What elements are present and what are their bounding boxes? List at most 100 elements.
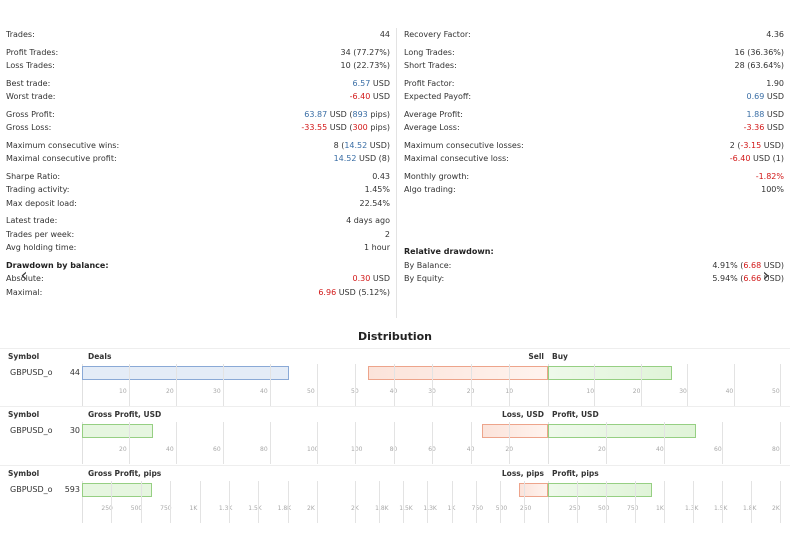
right-chart-gridline xyxy=(722,422,723,464)
symbol-count: 44 xyxy=(69,368,80,377)
stat-value-part: 2 ( xyxy=(729,140,741,150)
stat-value-number: -3.36 xyxy=(743,123,765,132)
stat-label: By Equity: xyxy=(404,274,445,283)
stat-value-part: USD) xyxy=(367,140,390,150)
stat-value: 6.96 USD (5.12%) xyxy=(318,286,390,300)
left-chart-gridline xyxy=(258,481,260,523)
right-chart-negative-tick-label: 750 xyxy=(471,505,484,512)
right-chart-gridline xyxy=(470,422,472,464)
stat-value-part: USD) xyxy=(761,274,784,283)
distribution-title: Distribution xyxy=(357,330,433,343)
stat-row: Latest trade: 4 days ago xyxy=(6,214,390,228)
right-chart-negative-tick-label: 2K xyxy=(351,505,359,512)
stat-value: 2 (-3.15 USD) xyxy=(730,139,784,153)
stat-value-part: -3.15 xyxy=(740,140,762,150)
stat-value-unit: USD xyxy=(370,78,390,88)
right-chart-negative-header: Loss, pips xyxy=(501,469,544,478)
right-chart-positive-tick-label: 500 xyxy=(598,505,610,512)
stat-label: Drawdown by balance: xyxy=(6,260,109,270)
left-chart-tick-label: 2K xyxy=(307,505,315,512)
stat-value: 10 (22.73%) xyxy=(341,59,390,73)
stat-value-number: 22.54% xyxy=(359,198,390,208)
stat-value: 63.87 USD (893 pips) xyxy=(304,108,390,122)
stat-value-part: USD ( xyxy=(327,109,353,119)
right-chart-negative-bar xyxy=(519,483,548,497)
stat-row: Sharpe Ratio: 0.43 xyxy=(6,170,390,184)
stat-row: Average Loss: -3.36 USD xyxy=(404,121,784,135)
stat-value: 5.94% (6.66 USD) xyxy=(712,272,784,286)
stat-value-part: 8 ( xyxy=(333,140,345,150)
right-chart-gridline xyxy=(751,481,752,523)
stat-row: Trades: 44 xyxy=(6,28,390,42)
right-chart-gridline xyxy=(427,481,429,523)
right-chart-negative-tick-label: 500 xyxy=(495,505,508,512)
left-chart-gridline xyxy=(170,481,172,523)
right-chart-gridline xyxy=(393,422,395,464)
left-chart-gridline xyxy=(317,364,318,406)
left-chart-tick-label: 1K xyxy=(189,505,198,512)
left-chart-bar xyxy=(82,483,152,497)
right-chart-negative-tick-label: 60 xyxy=(428,446,436,453)
stat-value: 4.36 xyxy=(766,28,784,42)
stat-row: Recovery Factor: 4.36 xyxy=(404,28,784,42)
stat-label: Monthly growth: xyxy=(404,171,470,181)
chevron-right-icon[interactable]: › xyxy=(762,265,770,286)
stat-value: 28 (63.64%) xyxy=(735,59,784,73)
right-chart-gridline xyxy=(470,364,472,406)
right-chart-positive-bar xyxy=(548,483,652,497)
stat-label: Algo trading: xyxy=(404,185,456,194)
stat-value-number: 28 (63.64%) xyxy=(734,61,784,70)
left-chart-gridline xyxy=(223,422,224,464)
right-chart-gridline xyxy=(379,481,381,523)
stat-value-number: 0.30 xyxy=(352,274,371,283)
stat-value-part: 300 xyxy=(352,123,368,132)
stat-label: By Balance: xyxy=(404,260,452,270)
symbol-header: Symbol xyxy=(8,469,40,478)
stat-value-number: 0.43 xyxy=(372,171,390,181)
right-chart-positive-tick-label: 250 xyxy=(569,505,581,512)
right-chart-gridline xyxy=(393,364,395,406)
stat-row: Maximal consecutive profit: 14.52 USD (8) xyxy=(6,152,390,166)
left-chart-tick-label: 20 xyxy=(166,388,174,395)
right-chart-gridline xyxy=(509,364,511,406)
right-chart-gridline xyxy=(606,481,607,523)
right-chart-negative-tick-label: 40 xyxy=(390,388,398,395)
stat-value: 6.57 USD xyxy=(353,77,390,91)
stat-value-part: USD (5.12%) xyxy=(336,287,390,297)
stat-value: 16 (36.36%) xyxy=(735,46,784,60)
left-chart-tick-label: 50 xyxy=(307,388,315,395)
left-chart-tick-label: 10 xyxy=(119,388,127,395)
stat-value-number: 44 xyxy=(379,30,390,39)
stat-value-unit: USD xyxy=(370,274,390,283)
symbol-header: Symbol xyxy=(8,352,40,361)
left-chart-gridline xyxy=(223,364,224,406)
right-chart-gridline xyxy=(509,422,511,464)
right-chart-negative-header: Sell xyxy=(528,352,544,361)
right-chart-gridline xyxy=(687,364,689,406)
left-chart-gridline xyxy=(270,364,271,406)
stat-row: Average Profit: 1.88 USD xyxy=(404,108,784,122)
stat-row: Gross Loss: -33.55 USD (300 pips) xyxy=(6,121,390,135)
stat-value-number: 34 (77.27%) xyxy=(340,47,390,57)
stat-value-number: 4 days ago xyxy=(346,216,390,225)
right-chart-positive-header: Buy xyxy=(552,352,568,361)
right-chart-gridline xyxy=(664,481,665,523)
right-chart-gridline xyxy=(594,364,596,406)
chevron-left-icon[interactable]: ‹ xyxy=(20,265,28,286)
stat-label: Best trade: xyxy=(6,78,51,88)
stat-value-unit: USD xyxy=(764,109,784,119)
left-chart-gridline xyxy=(129,364,130,406)
stat-value-part: USD (1) xyxy=(750,154,784,163)
right-chart-gridline xyxy=(733,364,735,406)
stat-row: Long Trades: 16 (36.36%) xyxy=(404,46,784,60)
left-chart-tick-label: 40 xyxy=(260,388,268,395)
stat-value-number: 4.36 xyxy=(766,30,784,39)
right-chart-gridline xyxy=(577,481,578,523)
stat-value-part: 893 xyxy=(352,109,368,119)
stat-label: Avg holding time: xyxy=(6,243,77,252)
right-chart-gridline xyxy=(780,481,781,523)
stat-value-number: 16 (36.36%) xyxy=(734,47,784,57)
stat-row: Maximal consecutive loss: -6.40 USD (1) xyxy=(404,152,784,166)
stat-label: Profit Factor: xyxy=(404,78,455,88)
stat-value-number: 2 xyxy=(384,229,390,239)
